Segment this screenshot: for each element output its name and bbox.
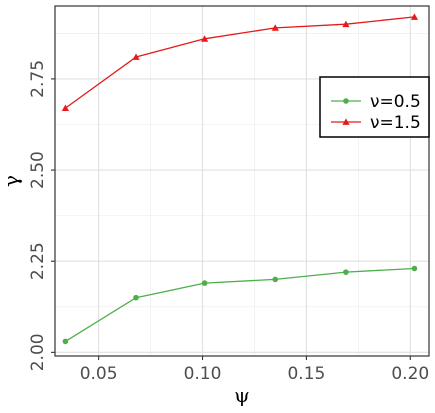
y-axis-title: γ xyxy=(0,175,23,187)
data-point xyxy=(133,294,139,301)
data-point xyxy=(342,20,350,28)
series-points xyxy=(61,13,419,345)
legend-label: ν=1.5 xyxy=(370,113,421,133)
legend-key-marker xyxy=(342,118,350,125)
x-tick-label: 0.10 xyxy=(184,364,222,384)
x-tick-label: 0.05 xyxy=(80,364,118,384)
data-point xyxy=(410,13,419,20)
legend: ν=0.5ν=1.5 xyxy=(319,76,430,138)
legend-label: ν=0.5 xyxy=(370,92,421,112)
data-point xyxy=(132,53,140,60)
x-axis-title: ψ xyxy=(234,383,250,407)
data-point xyxy=(272,276,279,283)
x-tick-label: 0.15 xyxy=(287,364,325,384)
y-tick-label: 2.75 xyxy=(28,60,48,98)
y-axis-ticks: 2.00 2.25 2.50 2.75 xyxy=(28,60,55,371)
y-tick-label: 2.50 xyxy=(28,151,48,189)
data-point xyxy=(271,24,279,31)
x-axis-ticks: 0.05 0.10 0.15 0.20 xyxy=(80,356,429,384)
series-line xyxy=(65,16,415,109)
series-line xyxy=(65,267,415,342)
x-tick-label: 0.20 xyxy=(391,364,429,384)
grid-lines xyxy=(55,6,429,356)
y-tick-label: 2.00 xyxy=(28,333,48,371)
y-tick-label: 2.25 xyxy=(28,242,48,280)
legend-box xyxy=(319,76,430,138)
plot-border xyxy=(54,5,430,357)
data-point xyxy=(201,280,208,286)
legend-key-marker xyxy=(343,98,349,104)
data-point xyxy=(61,104,69,111)
data-point xyxy=(201,35,209,42)
series-lines xyxy=(65,16,415,342)
plot-panel xyxy=(55,6,429,356)
data-point xyxy=(343,269,349,275)
data-point xyxy=(62,338,69,345)
data-point xyxy=(411,265,418,272)
